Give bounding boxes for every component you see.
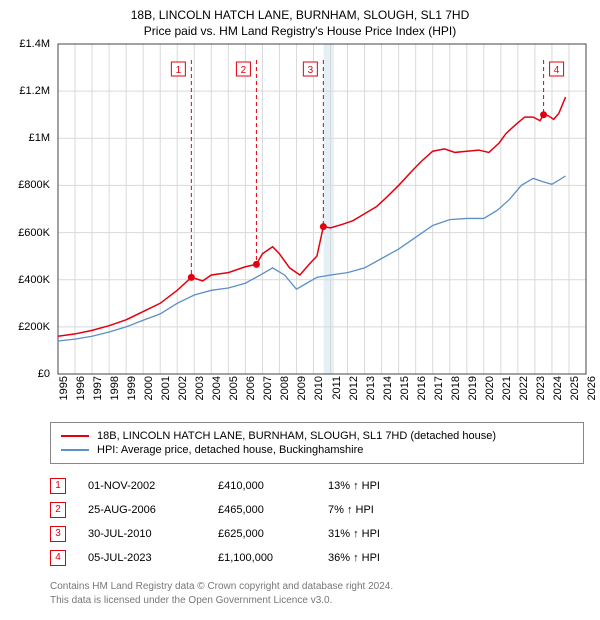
- x-tick-label: 2004: [211, 376, 223, 400]
- x-tick-label: 2018: [450, 376, 462, 400]
- sale-row: 2 25-AUG-2006£465,0007% ↑ HPI: [50, 498, 584, 522]
- x-tick-label: 2023: [535, 376, 547, 400]
- x-tick-label: 2017: [433, 376, 445, 400]
- x-tick-label: 2016: [416, 376, 428, 400]
- x-axis-labels: 1995 1996 1997 1998 1999 2000 2001 2002 2003 2004…: [58, 374, 586, 414]
- plot-svg: 1 2 3 4: [58, 44, 586, 374]
- x-tick-label: 2014: [382, 376, 394, 400]
- x-tick-label: 2009: [296, 376, 308, 400]
- x-tick-label: 2015: [399, 376, 411, 400]
- x-tick-label: 2022: [518, 376, 530, 400]
- sale-delta: 13% ↑ HPI: [328, 480, 438, 492]
- chart-container: 18B, LINCOLN HATCH LANE, BURNHAM, SLOUGH…: [0, 0, 600, 611]
- y-axis-labels: £0£200K£400K£600K£800K£1M£1.2M£1.4M: [6, 44, 54, 374]
- sale-marker-badge: 4: [50, 550, 66, 566]
- chart-titles: 18B, LINCOLN HATCH LANE, BURNHAM, SLOUGH…: [6, 8, 594, 38]
- sale-delta: 7% ↑ HPI: [328, 504, 438, 516]
- legend-swatch-property: [61, 435, 89, 437]
- x-tick-label: 2011: [331, 376, 343, 400]
- svg-text:1: 1: [176, 65, 182, 76]
- x-tick-label: 2013: [365, 376, 377, 400]
- sale-delta: 36% ↑ HPI: [328, 552, 438, 564]
- x-tick-label: 1996: [75, 376, 87, 400]
- x-tick-label: 2007: [262, 376, 274, 400]
- sale-price: £625,000: [218, 528, 328, 540]
- title-line-2: Price paid vs. HM Land Registry's House …: [6, 24, 594, 38]
- legend: 18B, LINCOLN HATCH LANE, BURNHAM, SLOUGH…: [50, 422, 584, 464]
- plot-area: £0£200K£400K£600K£800K£1M£1.2M£1.4M 1234: [58, 44, 586, 374]
- x-tick-label: 2001: [160, 376, 172, 400]
- sale-price: £465,000: [218, 504, 328, 516]
- x-tick-label: 2002: [177, 376, 189, 400]
- x-tick-label: 2010: [313, 376, 325, 400]
- y-tick-label: £600K: [18, 227, 50, 239]
- sale-date: 25-AUG-2006: [88, 504, 218, 516]
- x-tick-label: 2019: [467, 376, 479, 400]
- x-tick-label: 2006: [245, 376, 257, 400]
- y-tick-label: £1M: [29, 132, 50, 144]
- x-tick-label: 2012: [348, 376, 360, 400]
- x-tick-label: 2024: [552, 376, 564, 400]
- x-tick-label: 2005: [228, 376, 240, 400]
- sale-date: 05-JUL-2023: [88, 552, 218, 564]
- x-tick-label: 1999: [126, 376, 138, 400]
- sale-delta: 31% ↑ HPI: [328, 528, 438, 540]
- x-tick-label: 2000: [143, 376, 155, 400]
- sale-marker-badge: 2: [50, 502, 66, 518]
- sale-row: 3 30-JUL-2010£625,00031% ↑ HPI: [50, 522, 584, 546]
- sale-row: 4 05-JUL-2023£1,100,00036% ↑ HPI: [50, 546, 584, 570]
- x-tick-label: 2003: [194, 376, 206, 400]
- legend-item-property: 18B, LINCOLN HATCH LANE, BURNHAM, SLOUGH…: [61, 429, 573, 443]
- y-tick-label: £200K: [18, 321, 50, 333]
- x-tick-label: 1995: [58, 376, 70, 400]
- legend-swatch-hpi: [61, 449, 89, 451]
- y-tick-label: £400K: [18, 274, 50, 286]
- legend-label-hpi: HPI: Average price, detached house, Buck…: [97, 444, 363, 456]
- x-tick-label: 2025: [569, 376, 581, 400]
- x-tick-label: 2021: [501, 376, 513, 400]
- y-tick-label: £0: [38, 368, 50, 380]
- footer-line-2: This data is licensed under the Open Gov…: [50, 594, 584, 608]
- y-tick-label: £1.4M: [19, 38, 50, 50]
- sale-marker-badge: 1: [50, 478, 66, 494]
- footer: Contains HM Land Registry data © Crown c…: [50, 580, 584, 607]
- svg-text:4: 4: [554, 65, 560, 76]
- y-tick-label: £1.2M: [19, 85, 50, 97]
- sale-date: 01-NOV-2002: [88, 480, 218, 492]
- x-tick-label: 1998: [109, 376, 121, 400]
- x-tick-label: 2026: [586, 376, 598, 400]
- svg-text:2: 2: [241, 65, 247, 76]
- sale-date: 30-JUL-2010: [88, 528, 218, 540]
- sale-marker-badge: 3: [50, 526, 66, 542]
- sale-price: £410,000: [218, 480, 328, 492]
- x-tick-label: 1997: [92, 376, 104, 400]
- legend-label-property: 18B, LINCOLN HATCH LANE, BURNHAM, SLOUGH…: [97, 430, 496, 442]
- sale-price: £1,100,000: [218, 552, 328, 564]
- legend-item-hpi: HPI: Average price, detached house, Buck…: [61, 443, 573, 457]
- y-tick-label: £800K: [18, 179, 50, 191]
- title-line-1: 18B, LINCOLN HATCH LANE, BURNHAM, SLOUGH…: [6, 8, 594, 22]
- sale-row: 1 01-NOV-2002£410,00013% ↑ HPI: [50, 474, 584, 498]
- x-tick-label: 2020: [484, 376, 496, 400]
- svg-text:3: 3: [308, 65, 314, 76]
- x-tick-label: 2008: [279, 376, 291, 400]
- sales-table: 1 01-NOV-2002£410,00013% ↑ HPI 2 25-AUG-200…: [50, 474, 584, 570]
- footer-line-1: Contains HM Land Registry data © Crown c…: [50, 580, 584, 594]
